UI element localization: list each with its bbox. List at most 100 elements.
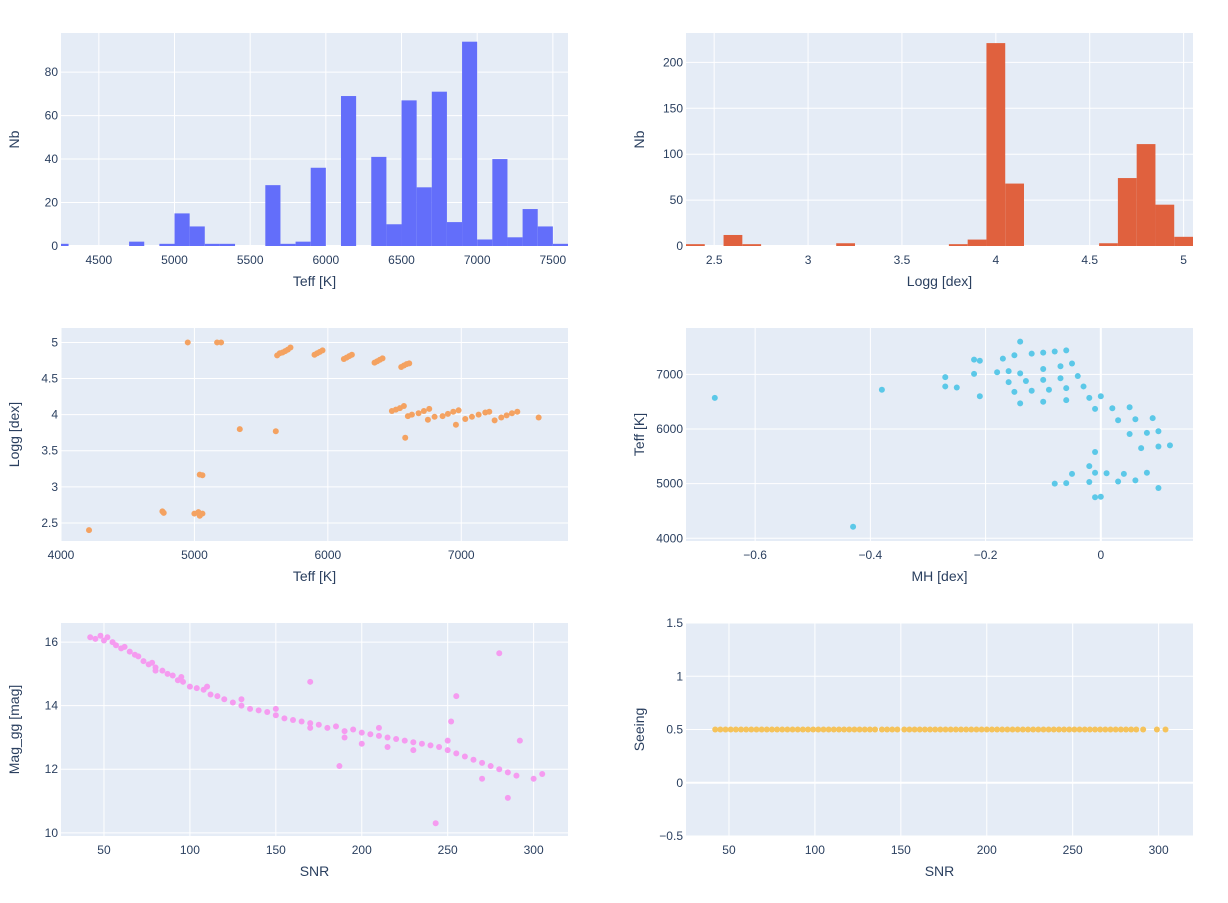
scatter-point [927,726,934,733]
scatter-point [1155,428,1162,435]
scatter-point [963,726,970,733]
scatter-point [87,634,94,641]
scatter-point [336,763,343,770]
scatter-point [1057,375,1064,382]
scatter-point [994,726,1001,733]
scatter-point [906,726,913,733]
x-tick-label: 5000 [181,548,208,562]
scatter-point [455,407,462,414]
scatter-point [180,678,187,685]
histogram-bar [174,213,190,246]
scatter-point [1086,394,1093,401]
scatter-point [1040,365,1047,372]
scatter-point [513,772,520,779]
y-tick-label: 1 [676,669,683,683]
histogram-bar [219,243,236,246]
scatter-point [448,718,455,725]
y-tick-label: 200 [663,55,683,69]
scatter-point [307,724,314,731]
scatter-point [468,413,475,420]
marks [712,726,1169,733]
scatter-point [722,726,729,733]
scatter-point [238,696,245,703]
scatter-point [727,726,734,733]
histogram-bar [310,167,326,246]
histogram-bar [537,226,553,246]
scatter-point [1086,463,1093,470]
scatter-point [1074,373,1081,380]
scatter-point [149,659,156,666]
scatter-point [942,726,949,733]
scatter-point [856,726,863,733]
scatter-point [1086,726,1093,733]
y-tick-label: 5 [51,335,58,349]
scatter-point [229,699,236,706]
scatter-point [1045,386,1052,393]
scatter-point [452,421,459,428]
scatter-point [420,408,427,415]
scatter-point [1103,470,1110,477]
scatter-point [341,728,348,735]
scatter-point [427,742,434,749]
histogram-bar [836,243,855,246]
scatter-point [514,408,521,415]
gridlines [61,33,568,247]
x-tick-label: 250 [438,843,458,857]
y-tick-label: 2.5 [41,516,58,530]
y-tick-label: 4 [51,408,58,422]
scatter-point [287,344,294,351]
scatter-point [307,678,314,685]
scatter-point [748,726,755,733]
scatter-point [850,523,857,530]
scatter-point [805,726,812,733]
scatter-point [97,632,104,639]
y-tick-label: 100 [663,147,683,161]
scatter-point [1069,360,1076,367]
scatter-point [988,726,995,733]
scatter-point [758,726,765,733]
scatter-point [504,769,511,776]
x-tick-label: 5000 [161,253,188,267]
y-tick-label: 4000 [656,531,683,545]
scatter-point [1051,348,1058,355]
scatter-point [324,724,331,731]
x-tick-label: 7000 [464,253,491,267]
y-tick-label: 3.5 [41,444,58,458]
plot-area [686,328,1193,541]
scatter-point [1107,726,1114,733]
scatter-point [379,355,386,362]
scatter-point [978,726,985,733]
scatter-point [444,747,451,754]
histogram-bar [522,209,538,246]
scatter-point [1155,443,1162,450]
scatter-point [393,736,400,743]
scatter-point [272,428,279,435]
scatter-point [1061,726,1068,733]
scatter-point [1140,726,1147,733]
x-tick-label: 6000 [312,253,339,267]
scatter-point [350,726,357,733]
scatter-point [207,691,214,698]
scatter-point [732,726,739,733]
histogram-bar [401,100,417,246]
scatter-point [711,394,718,401]
histogram-bar [552,243,568,246]
x-axis-title: SNR [925,863,955,879]
scatter-point [508,410,515,417]
scatter-point [193,685,200,692]
y-tick-label: 16 [45,635,59,649]
plot-area [61,623,568,836]
scatter-point [1040,726,1047,733]
scatter-point [1028,350,1035,357]
scatter-point [1040,398,1047,405]
histogram-bar [1005,183,1024,246]
scatter-point [1092,726,1099,733]
scatter-point [1069,470,1076,477]
scatter-point [264,709,271,716]
scatter-point [160,509,167,516]
marks [711,338,1173,530]
scatter-point [717,726,724,733]
scatter-point [384,734,391,741]
